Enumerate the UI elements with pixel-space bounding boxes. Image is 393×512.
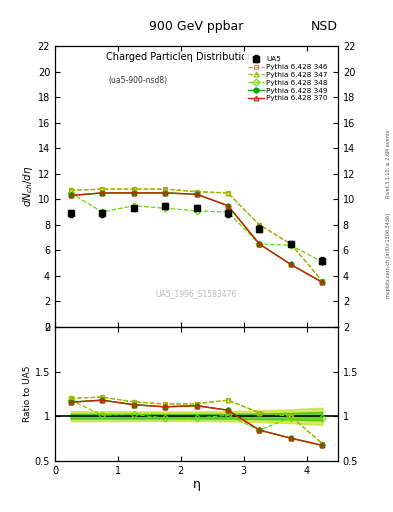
- Text: mcplots.cern.ch [arXiv:1306.3436]: mcplots.cern.ch [arXiv:1306.3436]: [386, 214, 391, 298]
- Pythia 6.428 346: [288, 241, 293, 247]
- Pythia 6.428 370: [68, 193, 73, 199]
- Text: (ua5-900-nsd8): (ua5-900-nsd8): [109, 76, 168, 84]
- Pythia 6.428 346: [100, 186, 105, 192]
- Pythia 6.428 346: [320, 278, 325, 284]
- Pythia 6.428 346: [226, 190, 230, 196]
- Pythia 6.428 370: [226, 203, 230, 209]
- Pythia 6.428 349: [163, 190, 167, 196]
- Line: Pythia 6.428 346: Pythia 6.428 346: [68, 187, 325, 284]
- Text: Rivet 3.1.10, ≥ 2.6M events: Rivet 3.1.10, ≥ 2.6M events: [386, 130, 391, 198]
- Pythia 6.428 346: [163, 186, 167, 192]
- Text: NSD: NSD: [311, 20, 338, 33]
- Pythia 6.428 348: [257, 241, 262, 247]
- Pythia 6.428 347: [257, 222, 262, 228]
- Text: Charged Particleη Distribution: Charged Particleη Distribution: [106, 52, 253, 62]
- Pythia 6.428 349: [320, 279, 325, 285]
- Pythia 6.428 347: [100, 186, 105, 192]
- Pythia 6.428 349: [194, 191, 199, 197]
- Pythia 6.428 370: [131, 190, 136, 196]
- Legend: UA5, Pythia 6.428 346, Pythia 6.428 347, Pythia 6.428 348, Pythia 6.428 349, Pyt: UA5, Pythia 6.428 346, Pythia 6.428 347,…: [244, 53, 332, 105]
- Pythia 6.428 348: [163, 205, 167, 211]
- Pythia 6.428 349: [226, 203, 230, 209]
- Pythia 6.428 370: [100, 190, 105, 196]
- Pythia 6.428 347: [163, 186, 167, 192]
- Pythia 6.428 348: [100, 209, 105, 215]
- Pythia 6.428 347: [131, 186, 136, 192]
- Pythia 6.428 346: [68, 187, 73, 194]
- Pythia 6.428 347: [68, 187, 73, 194]
- Pythia 6.428 370: [257, 241, 262, 247]
- Text: 900 GeV ppbar: 900 GeV ppbar: [149, 20, 244, 33]
- Line: Pythia 6.428 347: Pythia 6.428 347: [68, 187, 325, 284]
- Pythia 6.428 346: [131, 186, 136, 192]
- Pythia 6.428 346: [194, 188, 199, 195]
- Pythia 6.428 347: [320, 278, 325, 284]
- Pythia 6.428 349: [257, 241, 262, 247]
- Pythia 6.428 348: [320, 259, 325, 265]
- Pythia 6.428 349: [68, 193, 73, 199]
- X-axis label: η: η: [193, 478, 200, 492]
- Pythia 6.428 346: [257, 222, 262, 228]
- Y-axis label: Ratio to UA5: Ratio to UA5: [23, 366, 32, 422]
- Pythia 6.428 370: [163, 190, 167, 196]
- Pythia 6.428 348: [226, 209, 230, 215]
- Pythia 6.428 348: [194, 208, 199, 214]
- Pythia 6.428 347: [194, 188, 199, 195]
- Line: Pythia 6.428 348: Pythia 6.428 348: [68, 190, 325, 264]
- Pythia 6.428 349: [288, 261, 293, 267]
- Pythia 6.428 348: [131, 203, 136, 209]
- Pythia 6.428 349: [100, 190, 105, 196]
- Y-axis label: $dN_{ch}/d\eta$: $dN_{ch}/d\eta$: [21, 166, 35, 207]
- Pythia 6.428 370: [288, 261, 293, 267]
- Pythia 6.428 348: [68, 190, 73, 196]
- Pythia 6.428 347: [226, 190, 230, 196]
- Pythia 6.428 348: [288, 242, 293, 248]
- Line: Pythia 6.428 349: Pythia 6.428 349: [68, 190, 325, 285]
- Pythia 6.428 370: [320, 279, 325, 285]
- Pythia 6.428 349: [131, 190, 136, 196]
- Text: UA5_1996_S1583476: UA5_1996_S1583476: [156, 289, 237, 298]
- Pythia 6.428 347: [288, 241, 293, 247]
- Pythia 6.428 370: [194, 191, 199, 197]
- Line: Pythia 6.428 370: Pythia 6.428 370: [68, 190, 325, 285]
